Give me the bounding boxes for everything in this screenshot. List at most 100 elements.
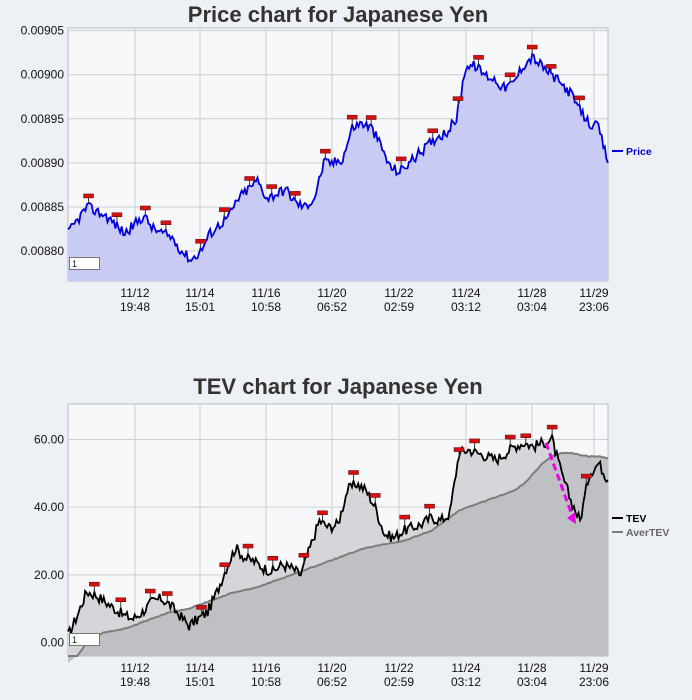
y-tick-label: 0.00890 bbox=[21, 156, 65, 170]
x-tick-date: 11/12 bbox=[120, 286, 149, 300]
tev-trend-arrow-line bbox=[544, 442, 575, 519]
event-marker-flag[interactable] bbox=[298, 552, 310, 558]
x-tick-date: 11/24 bbox=[451, 286, 480, 300]
y-tick-label: 20.00 bbox=[34, 568, 64, 582]
x-tick-date: 11/20 bbox=[317, 286, 346, 300]
event-marker-flag[interactable] bbox=[473, 55, 484, 60]
y-tick-label: 0.00 bbox=[41, 635, 65, 649]
y-tick-label: 0.00895 bbox=[21, 112, 65, 126]
event-marker-flag[interactable] bbox=[399, 514, 410, 520]
event-marker-flag[interactable] bbox=[369, 493, 381, 498]
event-marker-flag[interactable] bbox=[317, 510, 328, 516]
x-tick-time: 02:59 bbox=[384, 675, 414, 689]
x-tick-time: 23:06 bbox=[579, 300, 609, 314]
x-tick-time: 03:04 bbox=[517, 300, 547, 314]
y-tick-label: 60.00 bbox=[34, 433, 64, 447]
tev-series-line bbox=[67, 432, 609, 634]
event-marker-flag[interactable] bbox=[520, 433, 532, 439]
event-marker-flag[interactable] bbox=[526, 44, 538, 50]
event-marker-flag[interactable] bbox=[89, 581, 100, 587]
avertev-series-line bbox=[68, 451, 609, 657]
tev-trend-arrow-head bbox=[567, 512, 576, 525]
event-marker-flag[interactable] bbox=[115, 597, 127, 603]
event-marker-flag[interactable] bbox=[242, 543, 254, 549]
event-marker-flag[interactable] bbox=[427, 128, 438, 134]
x-tick-date: 11/14 bbox=[185, 661, 214, 675]
x-tick-time: 19:48 bbox=[120, 300, 150, 314]
event-marker-flag[interactable] bbox=[424, 503, 435, 509]
event-marker-flag[interactable] bbox=[290, 191, 301, 196]
x-tick-time: 15:01 bbox=[185, 300, 215, 314]
event-marker-flag[interactable] bbox=[140, 205, 151, 211]
event-marker-flag[interactable] bbox=[365, 115, 377, 120]
event-marker-flag[interactable] bbox=[504, 72, 516, 78]
event-marker-flag[interactable] bbox=[196, 605, 207, 610]
tev-legend: TEV AverTEV bbox=[612, 513, 669, 539]
event-marker-flag[interactable] bbox=[83, 193, 94, 199]
x-tick-time: 23:06 bbox=[579, 675, 609, 689]
x-tick-time: 19:48 bbox=[120, 675, 150, 689]
x-tick-date: 11/28 bbox=[517, 661, 546, 675]
event-marker-flag[interactable] bbox=[320, 148, 331, 154]
event-marker-flag[interactable] bbox=[162, 591, 173, 596]
y-tick-label: 0.00900 bbox=[21, 68, 65, 82]
event-marker-flag[interactable] bbox=[346, 114, 358, 120]
x-tick-time: 06:52 bbox=[317, 300, 347, 314]
tev-chart-title: TEV chart for Japanese Yen bbox=[193, 374, 483, 399]
event-marker-flag[interactable] bbox=[453, 447, 465, 452]
event-marker-flag[interactable] bbox=[546, 424, 558, 430]
price-chart-title: Price chart for Japanese Yen bbox=[187, 2, 489, 27]
x-tick-date: 11/16 bbox=[251, 661, 280, 675]
x-tick-date: 11/22 bbox=[384, 661, 413, 675]
event-marker-flag[interactable] bbox=[195, 239, 206, 244]
x-tick-time: 03:12 bbox=[451, 675, 481, 689]
event-marker-flag[interactable] bbox=[267, 555, 279, 561]
avertev-legend-label: AverTEV bbox=[626, 527, 669, 539]
tev-page-box[interactable]: 1 bbox=[69, 633, 100, 646]
y-tick-label: 40.00 bbox=[34, 500, 64, 514]
event-marker-flag[interactable] bbox=[504, 434, 516, 440]
event-marker-flag[interactable] bbox=[574, 95, 585, 101]
x-tick-time: 10:58 bbox=[251, 300, 281, 314]
x-tick-time: 03:04 bbox=[517, 675, 547, 689]
event-marker-flag[interactable] bbox=[219, 562, 230, 567]
x-tick-time: 03:12 bbox=[451, 300, 481, 314]
event-marker-flag[interactable] bbox=[266, 184, 277, 189]
price-series-line bbox=[67, 52, 609, 264]
event-marker-flag[interactable] bbox=[348, 470, 359, 475]
x-tick-date: 11/29 bbox=[579, 661, 608, 675]
y-tick-label: 0.00905 bbox=[21, 24, 65, 38]
event-marker-flag[interactable] bbox=[545, 64, 557, 69]
tev-y-axis: 60.00 40.00 20.00 0.00 bbox=[34, 433, 64, 650]
x-tick-time: 10:58 bbox=[251, 675, 281, 689]
y-tick-label: 0.00880 bbox=[21, 244, 65, 258]
price-chart-panel: Price chart for Japanese Yen 0.00905 0.00… bbox=[0, 0, 692, 330]
price-y-axis: 0.00905 0.00900 0.00895 0.00890 0.00885 0.008… bbox=[21, 24, 65, 258]
price-legend: Price bbox=[612, 146, 652, 158]
event-marker-flag[interactable] bbox=[144, 588, 156, 594]
x-tick-date: 11/12 bbox=[120, 661, 149, 675]
event-marker-flag[interactable] bbox=[111, 212, 123, 218]
x-tick-date: 11/28 bbox=[517, 286, 546, 300]
x-tick-time: 02:59 bbox=[384, 300, 414, 314]
event-marker-flag[interactable] bbox=[452, 96, 464, 101]
event-marker-flag[interactable] bbox=[469, 438, 480, 444]
tev-event-markers bbox=[89, 424, 592, 616]
event-marker-flag[interactable] bbox=[219, 207, 230, 212]
x-tick-date: 11/20 bbox=[317, 661, 346, 675]
event-marker-flag[interactable] bbox=[581, 473, 592, 479]
y-tick-label: 0.00885 bbox=[21, 200, 65, 214]
x-tick-date: 11/22 bbox=[384, 286, 413, 300]
x-tick-date: 11/16 bbox=[251, 286, 280, 300]
event-marker-flag[interactable] bbox=[160, 220, 172, 226]
event-marker-flag[interactable] bbox=[244, 176, 255, 181]
x-tick-time: 06:52 bbox=[317, 675, 347, 689]
x-tick-time: 15:01 bbox=[185, 675, 215, 689]
price-area-fill bbox=[68, 54, 608, 281]
x-tick-date: 11/29 bbox=[579, 286, 608, 300]
price-chart-svg: 0.00905 0.00900 0.00895 0.00890 0.00885 0.008… bbox=[21, 24, 652, 314]
x-tick-date: 11/24 bbox=[451, 661, 480, 675]
price-page-box[interactable]: 1 bbox=[69, 257, 100, 270]
event-marker-flag[interactable] bbox=[395, 156, 407, 162]
